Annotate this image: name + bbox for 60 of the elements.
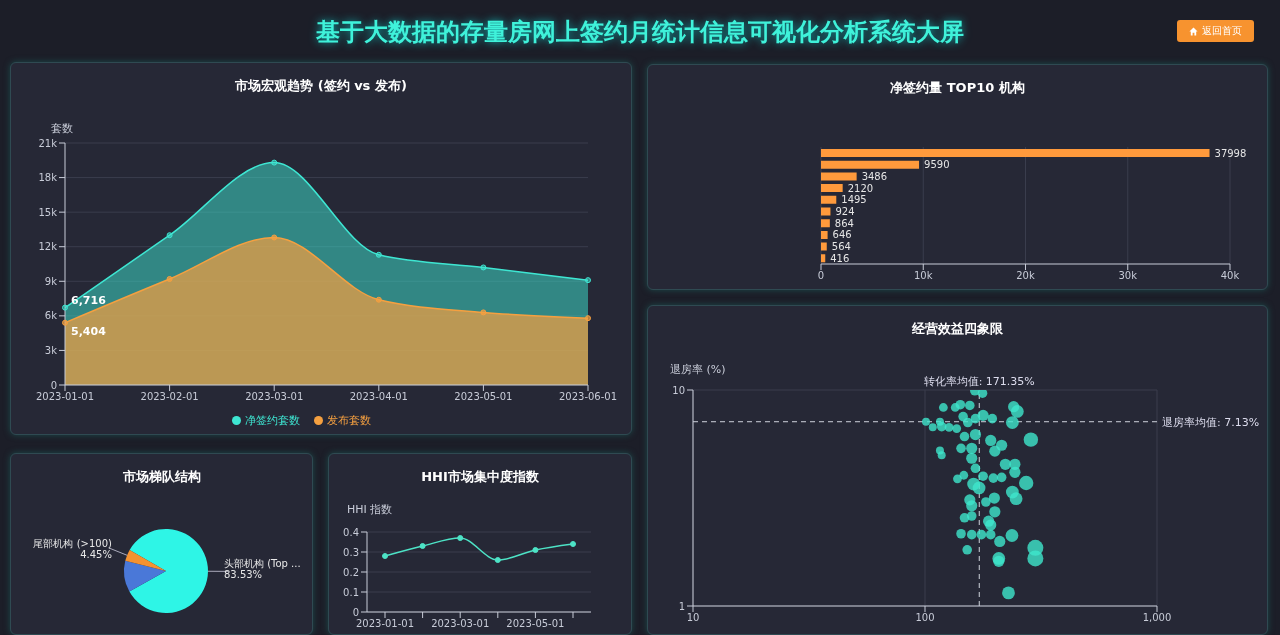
data-label: 9590 — [924, 159, 950, 171]
y-tick-label: 1 — [678, 600, 685, 612]
slice-label: 尾部机构 (>100) — [33, 537, 113, 549]
y-tick-label: 0.1 — [343, 586, 359, 598]
y-tick-label: 0.2 — [343, 566, 359, 578]
chart-title: 经营效益四象限 — [911, 320, 1004, 338]
chart-title: HHI市场集中度指数 — [420, 468, 540, 486]
x-tick-label: 100 — [915, 612, 935, 624]
data-label: 3486 — [861, 170, 888, 182]
y-tick-label: 18k — [38, 172, 58, 184]
y-tick-label: 3k — [44, 344, 58, 356]
data-label: 864 — [834, 217, 854, 229]
x-tick-label: 2023-02-01 — [140, 391, 199, 403]
chart-title: 净签约量 TOP10 机构 — [889, 79, 1026, 97]
y-tick-label: 6k — [44, 310, 58, 322]
x-tick-label: 2023-05-01 — [506, 618, 565, 630]
text: 返回首页 — [1202, 24, 1242, 38]
legend-label: 发布套数 — [327, 413, 371, 428]
x-tick-label: 30k — [1118, 270, 1138, 282]
data-label: 37998 — [1214, 147, 1247, 159]
x-tick-label: 2023-03-01 — [245, 391, 304, 403]
x-tick-label: 10k — [913, 270, 933, 282]
text: 基于大数据的存量房网上签约月统计信息可视化分析系统大屏 — [316, 18, 964, 46]
y-tick-label: 21k — [38, 137, 58, 149]
y-tick-label: 0.4 — [343, 526, 359, 538]
x-tick-label: 40k — [1220, 270, 1240, 282]
y-axis-title: 套数 — [51, 121, 73, 136]
x-tick-label: 2023-01-01 — [355, 618, 415, 630]
legend-label: 净签约套数 — [245, 413, 300, 428]
data-label: 2120 — [847, 182, 874, 194]
y-tick-label: 0 — [50, 379, 57, 391]
data-label: 1495 — [841, 194, 867, 206]
x-tick-label: 2023-04-01 — [349, 391, 408, 403]
x-tick-label: 2023-03-01 — [431, 618, 490, 630]
data-label: 564 — [831, 241, 851, 253]
ref-line-label: 转化率均值: 171.35% — [923, 375, 1035, 388]
data-label: 4.45% — [80, 548, 112, 560]
y-tick-label: 9k — [44, 275, 58, 287]
y-axis-title: HHI 指数 — [347, 502, 393, 517]
x-tick-label: 1,000 — [1142, 612, 1172, 624]
data-label: 924 — [835, 206, 855, 218]
ref-line-label: 退房率均值: 7.13% — [1162, 415, 1260, 429]
slice-label: 头部机构 (Top ... — [224, 558, 301, 570]
x-tick-label: 2023-01-01 — [35, 391, 95, 403]
x-tick-label: 2023-05-01 — [454, 391, 513, 403]
data-label: 6,716 — [71, 293, 107, 307]
data-label: 83.53% — [224, 569, 263, 581]
data-label: 416 — [830, 252, 850, 264]
x-tick-label: 2023-06-01 — [558, 391, 618, 403]
y-tick-label: 15k — [38, 206, 58, 218]
x-tick-label: 0 — [817, 270, 825, 282]
y-tick-label: 0.3 — [343, 546, 359, 558]
y-axis-title: 退房率 (%) — [670, 362, 726, 377]
chart-title: 市场宏观趋势 (签约 vs 发布) — [234, 77, 408, 95]
data-label: 5,404 — [71, 324, 107, 338]
data-label: 646 — [832, 229, 852, 241]
x-tick-label: 10 — [686, 612, 700, 624]
x-tick-label: 20k — [1016, 270, 1035, 282]
chart-title: 市场梯队结构 — [121, 468, 202, 486]
y-tick-label: 12k — [38, 241, 58, 253]
